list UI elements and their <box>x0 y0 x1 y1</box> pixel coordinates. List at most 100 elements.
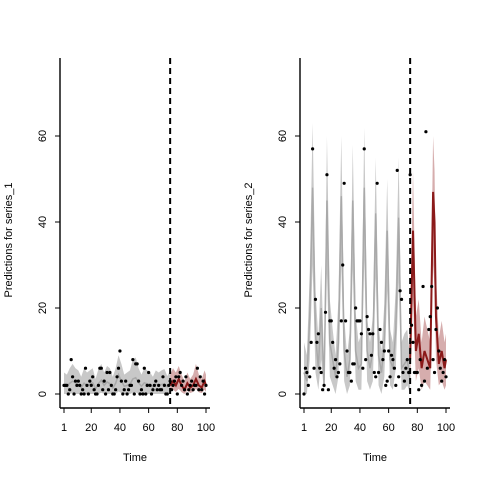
observed-point <box>172 379 177 383</box>
observed-point <box>194 383 198 387</box>
observed-point <box>434 327 438 332</box>
y-tick-label: 40 <box>37 216 49 228</box>
observed-point <box>404 366 408 370</box>
observed-point <box>159 388 164 392</box>
observed-point <box>99 366 103 370</box>
observed-point <box>306 383 310 387</box>
observed-point <box>323 310 328 314</box>
observed-point <box>397 375 401 379</box>
observed-point <box>78 383 82 387</box>
observed-point <box>427 327 431 332</box>
observed-point <box>73 379 78 383</box>
observed-point <box>303 366 308 370</box>
observed-point <box>418 358 422 362</box>
observed-point <box>368 332 372 336</box>
observed-point <box>326 388 330 392</box>
observed-point <box>392 366 396 370</box>
observed-point <box>318 366 322 370</box>
observed-point <box>131 358 135 362</box>
observed-point <box>432 370 437 375</box>
observed-point <box>385 379 389 383</box>
observed-point <box>125 392 129 396</box>
observed-point <box>91 375 95 379</box>
observed-point <box>311 147 315 151</box>
observed-point <box>132 392 136 396</box>
observed-point <box>389 353 394 357</box>
observed-point <box>185 392 189 396</box>
fitted-series-line <box>303 187 411 386</box>
observed-point <box>115 375 119 379</box>
observed-point <box>364 358 368 362</box>
observed-point <box>315 340 319 344</box>
observed-point <box>352 362 356 366</box>
observed-point <box>65 383 69 387</box>
y-axis-label: Predictions for series_2 <box>243 183 255 298</box>
observed-point <box>338 362 342 366</box>
observed-point <box>312 366 316 370</box>
observed-point <box>343 319 348 323</box>
observed-point <box>136 379 141 383</box>
observed-point <box>102 379 106 383</box>
observed-point <box>430 284 434 289</box>
observed-point <box>190 379 194 383</box>
observed-point <box>95 392 99 396</box>
observed-point <box>103 392 108 396</box>
observed-point <box>182 388 187 392</box>
observed-point <box>162 383 167 387</box>
axes: 1 20 40 60 80 100 0 20 40 60 <box>277 58 455 434</box>
observed-point <box>395 168 399 172</box>
observed-point <box>424 130 428 134</box>
observed-point <box>174 375 178 379</box>
observed-point <box>435 306 439 310</box>
observed-point <box>428 315 432 319</box>
observed-point <box>165 392 169 396</box>
fitted-line <box>63 372 171 391</box>
observed-point <box>437 349 441 353</box>
observed-point <box>71 375 75 379</box>
observed-point <box>145 383 149 387</box>
observed-point <box>108 370 112 375</box>
observed-point <box>325 173 329 177</box>
observed-point <box>142 366 146 370</box>
x-tick-label: 1 <box>61 422 67 434</box>
y-tick-label: 0 <box>37 391 49 397</box>
observed-point <box>112 392 116 396</box>
observed-point <box>331 340 335 344</box>
observed-point <box>81 388 85 392</box>
observed-point <box>75 383 79 387</box>
observed-point <box>114 388 118 392</box>
y-tick-label: 60 <box>37 130 49 142</box>
x-tick-label: 100 <box>197 422 215 434</box>
observed-point <box>379 340 384 344</box>
observed-point <box>96 383 101 387</box>
x-tick-label: 100 <box>437 422 455 434</box>
observed-point <box>152 383 156 387</box>
observed-point <box>378 327 382 332</box>
observed-point <box>83 366 88 370</box>
observed-point <box>191 388 195 392</box>
x-tick-label: 80 <box>411 422 423 434</box>
observed-point <box>345 349 349 353</box>
x-tick-label: 60 <box>383 422 395 434</box>
observed-point <box>409 323 414 327</box>
observed-point <box>92 388 96 392</box>
observed-point <box>381 358 385 362</box>
observed-point <box>366 327 371 332</box>
observed-point <box>438 366 442 370</box>
observed-point <box>305 370 309 375</box>
observed-point <box>358 319 362 323</box>
fitted-interval-band <box>304 123 411 394</box>
axes: 1 20 40 60 80 100 0 20 40 60 <box>37 58 215 434</box>
observed-point <box>420 383 424 387</box>
observed-point <box>365 315 369 319</box>
panel-series-1: 1 20 40 60 80 100 0 20 40 60 Time Predictions for… <box>3 58 215 464</box>
observed-point <box>187 388 191 392</box>
observed-point <box>321 388 325 392</box>
observed-point <box>197 388 201 392</box>
observed-point <box>332 366 336 370</box>
observed-point <box>308 375 312 379</box>
observed-point <box>302 392 306 396</box>
observed-point <box>371 332 375 336</box>
observed-point <box>342 181 346 185</box>
